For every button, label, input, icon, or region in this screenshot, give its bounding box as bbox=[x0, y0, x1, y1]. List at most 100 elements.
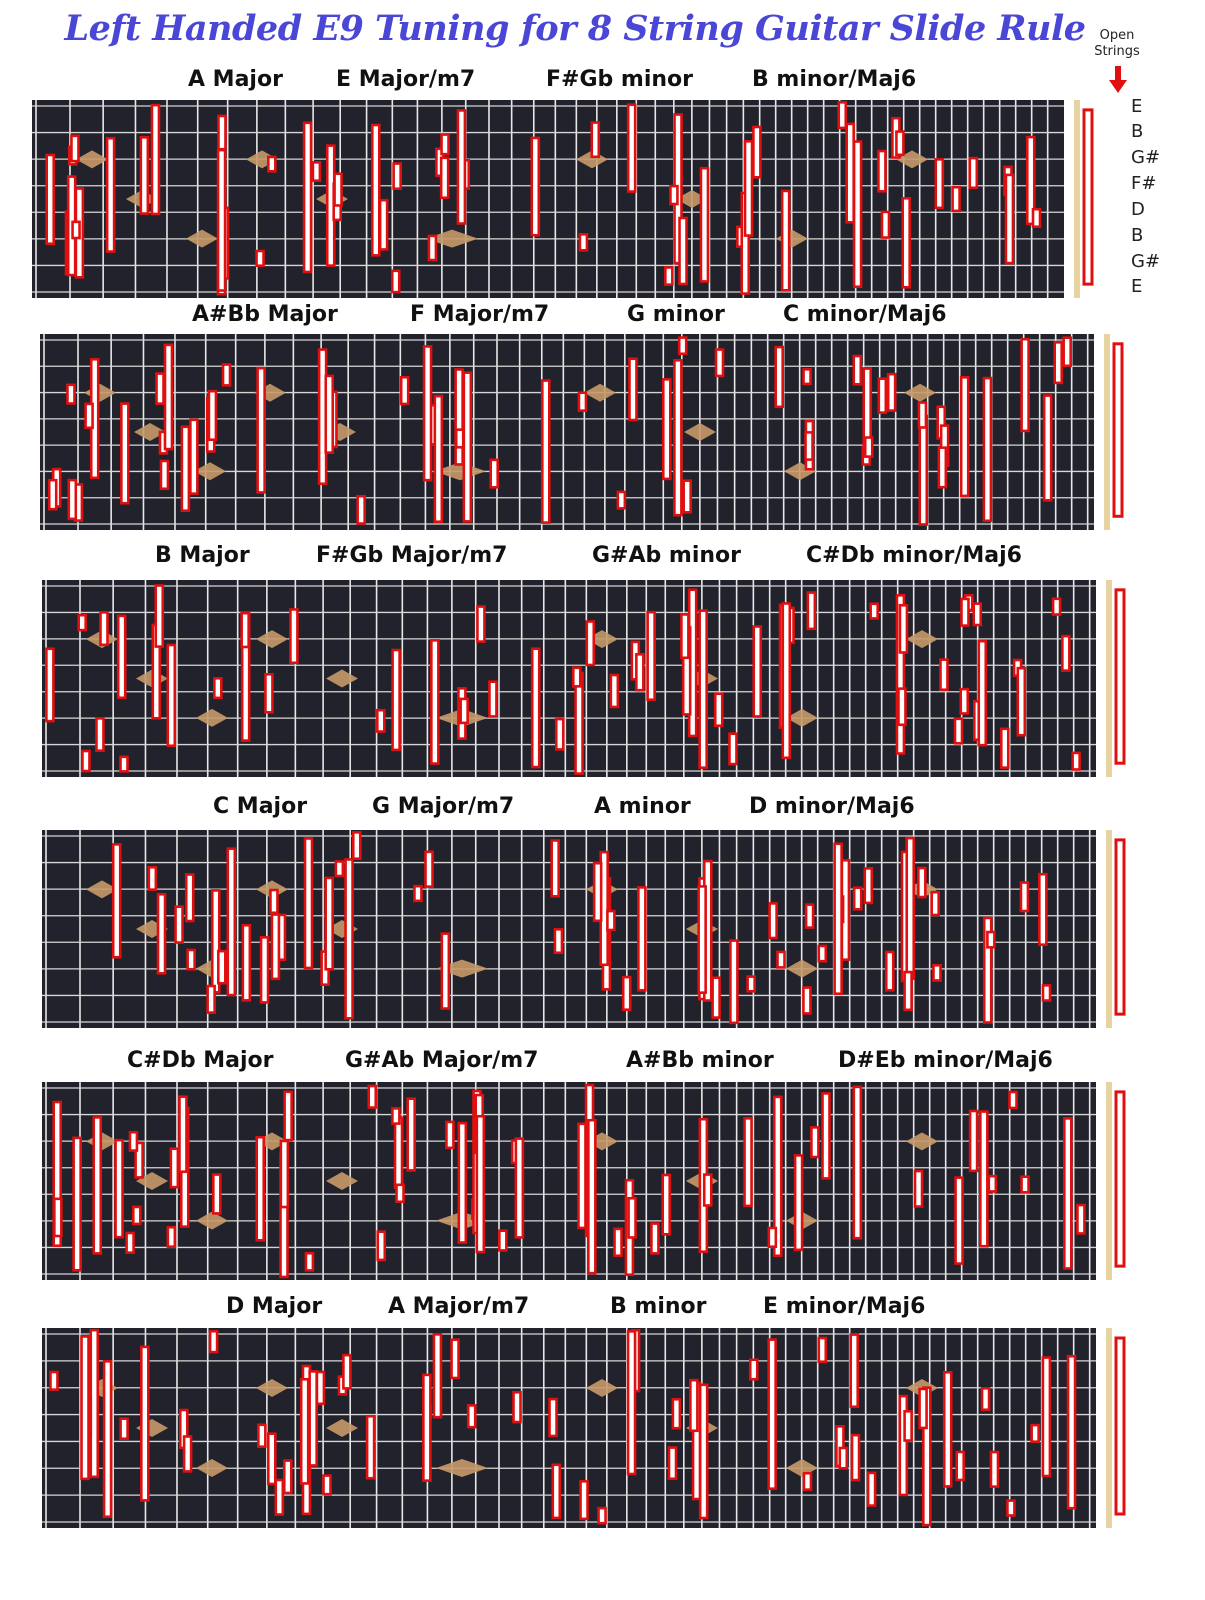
chord-marker bbox=[150, 103, 161, 216]
chord-marker bbox=[92, 1116, 103, 1255]
chord-marker bbox=[845, 122, 855, 224]
chord-label-minor: B minor bbox=[610, 1294, 707, 1319]
chord-marker bbox=[456, 109, 467, 225]
chord-marker bbox=[667, 1446, 678, 1481]
chord-label-major-m7: A Major/m7 bbox=[388, 1294, 530, 1319]
chord-marker bbox=[311, 161, 322, 182]
string-name-2: B bbox=[1131, 121, 1144, 142]
chord-marker bbox=[613, 1227, 623, 1258]
chord-marker bbox=[208, 1329, 219, 1354]
chord-marker bbox=[182, 1435, 193, 1473]
chord-marker bbox=[897, 687, 907, 727]
chord-marker bbox=[303, 837, 314, 970]
chord-marker bbox=[413, 884, 423, 903]
chord-marker bbox=[1006, 1499, 1016, 1517]
chord-marker bbox=[767, 1338, 777, 1490]
chord-marker bbox=[752, 125, 762, 179]
chord-marker bbox=[488, 680, 498, 718]
chord-marker bbox=[166, 1225, 177, 1248]
chord-marker bbox=[259, 936, 270, 1004]
chord-marker bbox=[793, 1154, 804, 1252]
string-name-5: D bbox=[1131, 199, 1145, 220]
chord-marker bbox=[1008, 1090, 1018, 1110]
chord-marker bbox=[105, 136, 116, 253]
chord-label-minor: G minor bbox=[627, 302, 725, 327]
inlay-diamond bbox=[134, 423, 166, 441]
chord-marker bbox=[869, 602, 879, 620]
chord-marker bbox=[120, 402, 130, 505]
open-strings-label-line-2: Strings bbox=[1094, 44, 1140, 59]
chord-marker bbox=[661, 1173, 672, 1236]
chord-marker bbox=[548, 1397, 558, 1438]
chord-marker bbox=[571, 666, 582, 688]
chord-marker bbox=[898, 603, 909, 654]
chord-marker bbox=[391, 648, 401, 752]
chord-marker bbox=[579, 1480, 589, 1521]
chord-marker bbox=[1062, 336, 1072, 368]
chord-marker bbox=[626, 103, 637, 193]
chord-marker bbox=[585, 620, 596, 667]
chord-marker bbox=[959, 376, 970, 498]
chord-marker bbox=[111, 843, 122, 959]
open-string-marker bbox=[1114, 588, 1126, 765]
chord-marker bbox=[282, 1459, 293, 1495]
chord-marker bbox=[913, 1169, 924, 1208]
chord-marker bbox=[609, 673, 620, 709]
chord-marker bbox=[621, 975, 632, 1011]
chord-marker bbox=[635, 653, 645, 692]
chord-label-major-m7: G Major/m7 bbox=[372, 794, 515, 819]
chord-marker bbox=[678, 216, 688, 286]
chord-marker bbox=[512, 1390, 522, 1424]
chord-marker bbox=[628, 357, 638, 422]
chord-marker bbox=[427, 234, 438, 262]
chord-marker bbox=[77, 613, 87, 632]
chord-marker bbox=[139, 136, 150, 215]
chord-marker bbox=[682, 479, 692, 514]
chord-marker bbox=[454, 368, 464, 466]
chord-marker bbox=[95, 717, 105, 752]
string-name-4: F# bbox=[1131, 173, 1157, 194]
chord-marker bbox=[578, 233, 589, 252]
inlay-diamond bbox=[186, 229, 218, 248]
chord-marker bbox=[390, 269, 401, 294]
chord-marker bbox=[264, 672, 274, 714]
inlay-diamond bbox=[196, 708, 228, 727]
chord-marker bbox=[960, 597, 970, 627]
chord-marker bbox=[673, 359, 683, 517]
chord-marker bbox=[450, 1338, 460, 1380]
chord-marker bbox=[886, 372, 897, 412]
string-name-6: B bbox=[1131, 225, 1144, 246]
inlay-diamond bbox=[326, 1419, 358, 1437]
chord-marker bbox=[80, 1335, 90, 1481]
chord-marker bbox=[982, 376, 993, 523]
chord-marker bbox=[53, 1197, 63, 1238]
chord-marker bbox=[711, 976, 721, 1019]
chord-marker bbox=[677, 336, 688, 356]
open-string-marker bbox=[1114, 838, 1126, 1016]
chord-marker bbox=[917, 866, 927, 899]
chord-marker bbox=[424, 850, 434, 888]
inlay-diamond bbox=[904, 383, 936, 402]
chord-marker bbox=[226, 847, 237, 997]
inlay-diamond bbox=[86, 880, 118, 899]
chord-label-major-m7: G#Ab Major/m7 bbox=[345, 1048, 539, 1073]
chord-marker bbox=[903, 1409, 913, 1442]
chord-marker bbox=[406, 1097, 416, 1172]
chord-marker bbox=[626, 1330, 637, 1476]
chord-label-minor-maj6: E minor/Maj6 bbox=[763, 1294, 926, 1319]
chord-label-major: D Major bbox=[226, 1294, 323, 1319]
chord-label-major-m7: F#Gb Major/m7 bbox=[316, 543, 508, 568]
chord-marker bbox=[315, 1370, 326, 1406]
chord-marker bbox=[866, 1471, 877, 1507]
chord-marker bbox=[334, 860, 345, 878]
chord-marker bbox=[342, 1353, 352, 1390]
chord-marker bbox=[530, 136, 541, 237]
fretboard-background bbox=[42, 1328, 1096, 1528]
chord-marker bbox=[802, 368, 812, 386]
chord-marker bbox=[852, 354, 863, 386]
chord-marker bbox=[1041, 984, 1052, 1002]
down-arrow-icon bbox=[1109, 66, 1127, 93]
chord-marker bbox=[852, 886, 863, 911]
chord-marker bbox=[817, 944, 828, 963]
chord-marker bbox=[217, 949, 227, 985]
